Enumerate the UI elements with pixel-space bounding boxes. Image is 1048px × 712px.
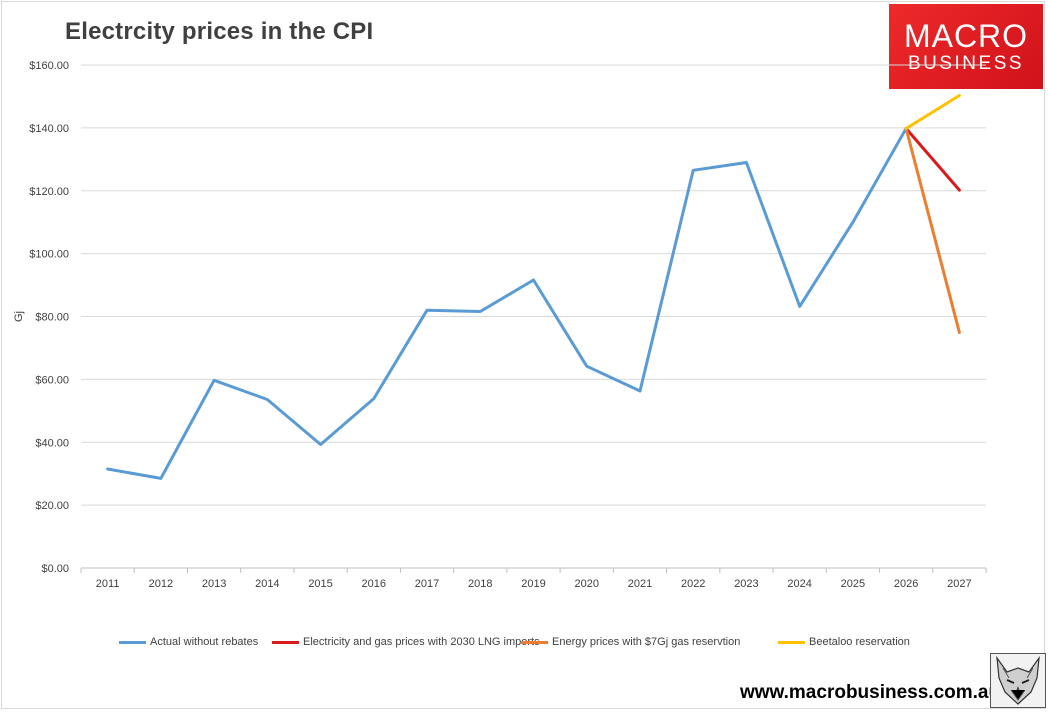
logo-text-macro: MACRO (903, 18, 1029, 54)
x-tick-label: 2024 (787, 578, 811, 590)
legend-item: Energy prices with $7Gj gas reservtion (521, 636, 740, 648)
x-tick-label: 2011 (96, 578, 120, 590)
axes: $0.00 $20.00 $40.00 $60.00 $80.00 $100.00 $120… (13, 60, 987, 590)
x-tick-label: 2025 (841, 578, 865, 590)
legend-swatch (778, 640, 805, 644)
site-url: www.macrobusiness.com.au (740, 682, 1001, 703)
series-line-1 (904, 127, 961, 192)
y-tick-label: $40.00 (35, 437, 69, 449)
legend-item: Beetaloo reservation (778, 636, 910, 648)
legend-swatch (521, 640, 548, 644)
y-tick-label: $60.00 (35, 374, 69, 386)
chart-legend: Actual without rebates Electricity and ga… (0, 636, 1048, 654)
macrobusiness-logo: MACRO BUSINESS (889, 4, 1043, 89)
chart-title: Electrcity prices in the CPI (65, 18, 374, 45)
x-tick-label: 2018 (468, 578, 492, 590)
series-line-3 (904, 94, 961, 130)
x-tick-label: 2017 (415, 578, 439, 590)
x-tick-label: 2014 (255, 578, 279, 590)
y-tick-label: $100.00 (29, 249, 69, 261)
legend-label: Beetaloo reservation (809, 636, 910, 648)
logo-text-business: BUSINESS (907, 53, 1025, 74)
y-tick-label: $80.00 (35, 312, 69, 324)
x-tick-label: 2020 (574, 578, 598, 590)
x-tick-label: 2023 (734, 578, 758, 590)
y-tick-label: $120.00 (29, 186, 69, 198)
gridlines (81, 64, 986, 569)
y-tick-label: $140.00 (29, 123, 69, 135)
y-tick-label: $20.00 (35, 500, 69, 512)
series-lines (106, 94, 961, 480)
x-tick-label: 2022 (681, 578, 705, 590)
x-tick-label: 2019 (521, 578, 545, 590)
legend-item: Electricity and gas prices with 2030 LNG… (272, 636, 540, 648)
y-tick-label: $0.00 (41, 563, 69, 575)
legend-swatch (119, 640, 146, 644)
wolf-logo-icon (990, 653, 1046, 708)
y-axis-label: Gj (13, 311, 25, 322)
x-tick-label: 2021 (628, 578, 652, 590)
legend-label: Actual without rebates (150, 636, 259, 648)
x-tick-label: 2026 (894, 578, 918, 590)
x-tick-label: 2013 (202, 578, 226, 590)
series-line-2 (904, 127, 961, 334)
x-tick-label: 2016 (362, 578, 386, 590)
legend-swatch (272, 640, 299, 644)
x-tick-label: 2027 (947, 578, 971, 590)
series-line-0 (106, 127, 908, 480)
legend-label: Electricity and gas prices with 2030 LNG… (303, 636, 540, 648)
x-tick-label: 2015 (308, 578, 332, 590)
legend-label: Energy prices with $7Gj gas reservtion (552, 636, 741, 648)
x-tick-label: 2012 (149, 578, 173, 590)
y-tick-label: $160.00 (29, 60, 69, 72)
legend-item: Actual without rebates (119, 636, 258, 648)
